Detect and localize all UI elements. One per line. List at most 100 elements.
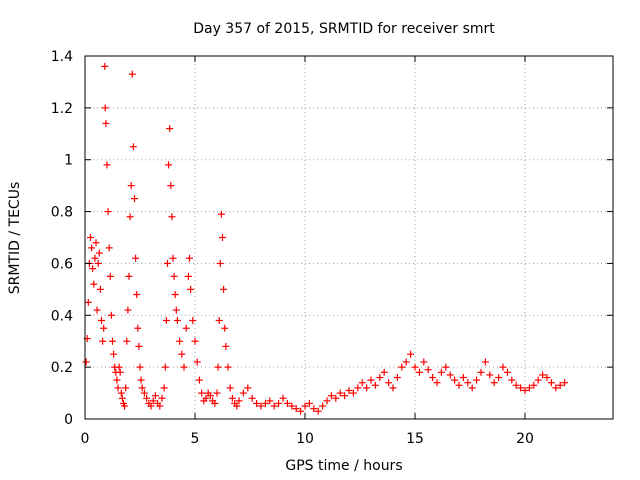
data-point — [283, 399, 291, 407]
data-point — [442, 363, 450, 371]
data-point — [215, 316, 223, 324]
y-tick-label: 1.4 — [51, 49, 73, 65]
data-point — [437, 368, 445, 376]
data-point — [129, 143, 137, 151]
data-point — [128, 70, 136, 78]
data-point — [503, 368, 511, 376]
data-point — [134, 324, 142, 332]
data-point — [132, 254, 140, 262]
data-point — [455, 381, 463, 389]
data-point — [305, 399, 313, 407]
data-point — [512, 381, 520, 389]
data-point — [102, 119, 110, 127]
data-point — [534, 376, 542, 384]
data-point — [233, 402, 241, 410]
data-points — [82, 62, 569, 415]
data-point — [124, 306, 132, 314]
data-point — [219, 234, 226, 241]
data-point — [113, 376, 121, 384]
data-point — [189, 316, 197, 324]
y-tick-label: 0.8 — [51, 205, 73, 221]
data-point — [91, 254, 99, 262]
data-point — [107, 311, 115, 319]
data-point — [336, 389, 344, 397]
data-point — [451, 376, 459, 384]
data-point — [556, 381, 564, 389]
data-point — [198, 389, 206, 397]
data-point — [547, 379, 555, 387]
data-point — [297, 407, 305, 415]
data-point — [407, 350, 415, 358]
data-point — [393, 374, 401, 382]
data-point — [292, 405, 300, 413]
data-point — [99, 337, 107, 345]
data-point — [127, 182, 135, 190]
chart-title: Day 357 of 2015, SRMTID for receiver smr… — [193, 21, 495, 37]
data-point — [158, 394, 166, 402]
data-point — [261, 399, 269, 407]
data-point — [89, 265, 97, 273]
data-point — [459, 374, 467, 382]
data-point — [224, 363, 232, 371]
data-point — [122, 384, 130, 392]
data-point — [94, 259, 102, 267]
data-point — [116, 368, 124, 376]
data-point — [101, 104, 109, 112]
data-point — [332, 394, 340, 402]
data-point — [165, 161, 173, 169]
data-point — [178, 350, 186, 358]
data-point — [499, 363, 507, 371]
data-point — [221, 324, 229, 332]
data-point — [169, 254, 177, 262]
data-point — [402, 358, 410, 366]
data-point — [433, 379, 441, 387]
data-point — [314, 407, 322, 415]
data-point — [216, 259, 224, 267]
data-point — [92, 239, 100, 247]
data-point — [171, 291, 179, 299]
y-tick-label: 1.2 — [51, 101, 73, 117]
data-point — [244, 384, 252, 392]
data-point — [95, 249, 103, 257]
data-point — [149, 397, 157, 405]
data-point — [380, 368, 388, 376]
data-point — [173, 316, 181, 324]
data-point — [167, 182, 175, 190]
data-point — [125, 272, 133, 280]
data-point — [117, 389, 125, 397]
data-point — [187, 285, 195, 293]
grid-lines — [85, 56, 613, 419]
data-point — [106, 272, 114, 280]
data-point — [389, 384, 397, 392]
data-point — [367, 376, 375, 384]
data-point — [525, 384, 533, 392]
data-point — [191, 337, 199, 345]
axis-ticks: 0 5 10 15 20 0 0.2 0.4 0.6 0.8 1 1.2 1.4 — [51, 49, 613, 447]
data-point — [217, 210, 225, 218]
data-point — [136, 363, 144, 371]
data-point — [180, 363, 188, 371]
data-point — [253, 399, 261, 407]
y-axis-label: SRMTID / TECUs — [7, 182, 23, 295]
x-tick-label: 20 — [516, 431, 534, 447]
data-point — [424, 366, 432, 374]
data-point — [161, 363, 169, 371]
y-tick-label: 0.4 — [51, 308, 73, 324]
data-point — [385, 379, 393, 387]
data-point — [275, 399, 283, 407]
data-point — [166, 125, 174, 133]
data-point — [310, 405, 318, 413]
data-point — [327, 392, 335, 400]
data-point — [345, 386, 353, 394]
x-axis-label: GPS time / hours — [285, 458, 402, 474]
data-point — [468, 384, 476, 392]
data-point — [182, 324, 190, 332]
data-point — [103, 161, 111, 169]
data-point — [100, 324, 108, 332]
data-point — [133, 291, 141, 299]
data-point — [123, 337, 131, 345]
data-point — [137, 376, 145, 384]
data-point — [398, 363, 406, 371]
data-point — [140, 389, 148, 397]
data-point — [121, 402, 129, 410]
